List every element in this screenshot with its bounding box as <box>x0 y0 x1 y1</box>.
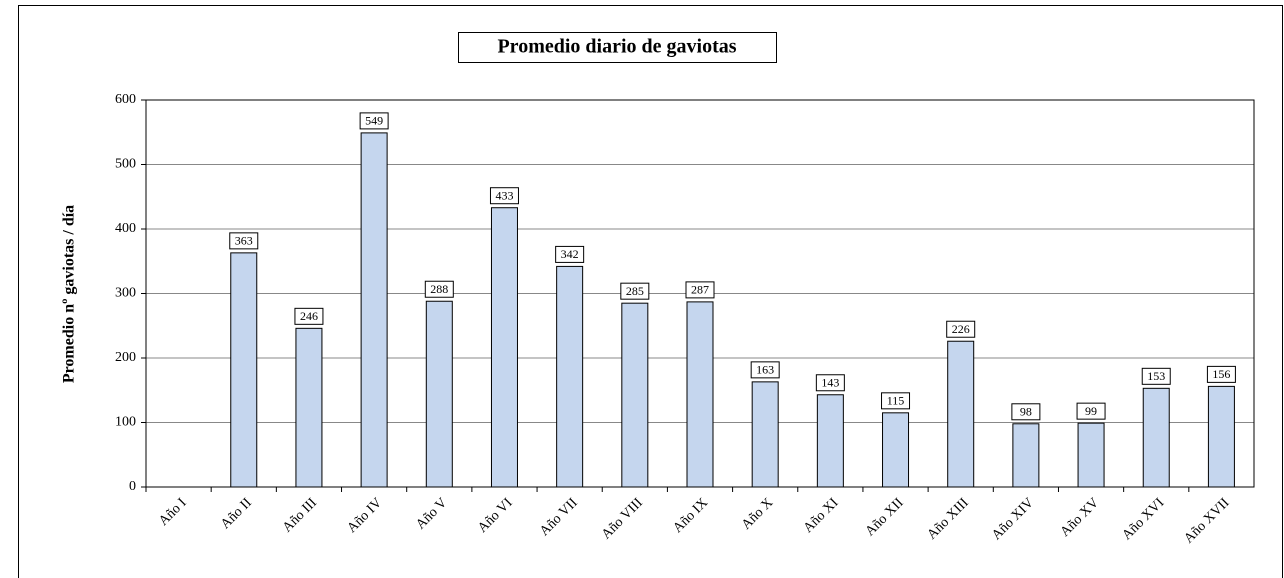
y-tick-label: 300 <box>115 286 136 301</box>
bar <box>230 252 258 488</box>
y-tick-label: 100 <box>115 415 136 430</box>
bar <box>882 412 910 488</box>
value-label: 549 <box>365 114 383 128</box>
value-label-box <box>359 112 389 130</box>
value-label: 246 <box>300 309 318 323</box>
value-label-box <box>489 187 519 205</box>
bar <box>1207 385 1235 488</box>
value-label-box <box>1011 403 1041 421</box>
bar <box>751 381 779 488</box>
value-label-box <box>685 281 715 299</box>
chart-title: Promedio diario de gaviotas <box>497 36 736 58</box>
value-label: 115 <box>887 394 905 408</box>
value-label-box <box>1141 367 1171 385</box>
value-label: 99 <box>1085 404 1097 418</box>
y-tick-label: 500 <box>115 157 136 172</box>
value-label-box <box>555 245 585 263</box>
value-label-box <box>294 307 324 325</box>
value-label: 433 <box>495 188 513 202</box>
bar <box>1012 423 1040 488</box>
value-label: 363 <box>235 234 253 248</box>
value-label: 98 <box>1020 405 1032 419</box>
bar <box>816 394 844 488</box>
bar <box>425 300 453 488</box>
bar <box>490 207 518 488</box>
value-label: 342 <box>561 247 579 261</box>
value-label-box <box>750 361 780 379</box>
bar <box>1142 387 1170 488</box>
y-tick-label: 0 <box>129 479 136 494</box>
value-label: 153 <box>1147 369 1165 383</box>
value-label-box <box>815 374 845 392</box>
bar <box>947 340 975 488</box>
value-label: 285 <box>626 284 644 298</box>
y-tick-label: 600 <box>115 92 136 107</box>
value-label: 287 <box>691 283 709 297</box>
value-label: 163 <box>756 363 774 377</box>
y-tick-label: 400 <box>115 221 136 236</box>
bar <box>556 265 584 488</box>
chart-border <box>18 5 1283 578</box>
bar <box>1077 422 1105 488</box>
y-tick-label: 200 <box>115 350 136 365</box>
title-box <box>458 32 777 63</box>
value-label-box <box>424 280 454 298</box>
y-axis-label: Promedio nº gaviotas / día <box>61 205 78 383</box>
value-label: 156 <box>1212 367 1230 381</box>
bar <box>295 327 323 488</box>
value-label-box <box>1206 365 1236 383</box>
value-label-box <box>946 320 976 338</box>
value-label: 288 <box>430 282 448 296</box>
value-label: 143 <box>821 376 839 390</box>
value-label-box <box>1076 402 1106 420</box>
value-label-box <box>881 392 911 410</box>
value-label-box <box>229 232 259 250</box>
value-label-box <box>620 282 650 300</box>
bar <box>686 301 714 488</box>
bar <box>360 132 388 488</box>
value-label: 226 <box>952 322 970 336</box>
bar <box>621 302 649 488</box>
